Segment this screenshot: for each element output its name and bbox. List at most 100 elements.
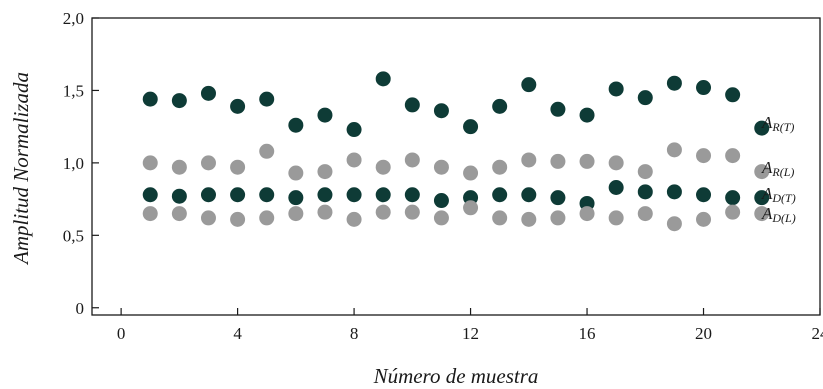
- data-point-ar-l: [171, 159, 187, 175]
- data-point-ad-l: [230, 211, 246, 227]
- data-point-ar-l: [142, 155, 158, 171]
- data-point-ar-l: [375, 159, 391, 175]
- data-point-ad-l: [725, 204, 741, 220]
- data-point-ad-t: [346, 187, 362, 203]
- data-point-ar-l: [288, 165, 304, 181]
- data-point-ar-t: [259, 91, 275, 107]
- data-point-ad-l: [608, 210, 624, 226]
- data-point-ar-l: [230, 159, 246, 175]
- data-point-ar-t: [463, 119, 479, 135]
- data-point-ad-l: [317, 204, 333, 220]
- data-point-ar-l: [725, 148, 741, 164]
- data-point-ar-l: [404, 152, 420, 168]
- data-point-ar-l: [433, 159, 449, 175]
- data-point-ar-t: [608, 81, 624, 97]
- data-point-ar-t: [375, 71, 391, 87]
- data-point-ad-t: [521, 187, 537, 203]
- data-point-ad-t: [230, 187, 246, 203]
- x-axis-title: Número de muestra: [373, 364, 539, 388]
- legend-label-ad-t: AD(T): [761, 184, 796, 205]
- legend: AR(T) AR(L) AD(T)AD(L): [761, 113, 796, 225]
- data-points: [142, 71, 770, 232]
- data-point-ad-l: [142, 206, 158, 222]
- data-point-ad-t: [288, 190, 304, 206]
- data-point-ar-t: [142, 91, 158, 107]
- data-point-ar-l: [754, 164, 770, 180]
- y-axis-ticks: 0 0,5 1,0 1,5 2,0: [63, 9, 99, 318]
- data-point-ar-l: [346, 152, 362, 168]
- data-point-ar-l: [259, 143, 275, 159]
- data-point-ar-t: [346, 122, 362, 138]
- data-point-ad-t: [259, 187, 275, 203]
- x-tick-label: 20: [695, 324, 712, 343]
- data-point-ar-t: [550, 101, 566, 117]
- data-point-ad-l: [259, 210, 275, 226]
- data-point-ar-t: [433, 103, 449, 119]
- data-point-ar-l: [317, 164, 333, 180]
- data-point-ar-t: [171, 93, 187, 109]
- data-point-ar-t: [637, 90, 653, 106]
- data-point-ar-l: [550, 153, 566, 169]
- data-point-ar-t: [404, 97, 420, 113]
- data-point-ar-l: [608, 155, 624, 171]
- data-point-ar-t: [317, 107, 333, 123]
- data-point-ad-t: [666, 184, 682, 200]
- data-point-ar-t: [579, 107, 595, 123]
- x-tick-label: 0: [117, 324, 126, 343]
- data-point-ad-t: [404, 187, 420, 203]
- x-tick-label: 24: [812, 324, 823, 343]
- data-point-ad-t: [754, 190, 770, 206]
- data-point-ar-l: [521, 152, 537, 168]
- data-point-ad-l: [375, 204, 391, 220]
- data-point-ar-l: [492, 159, 508, 175]
- data-point-ad-t: [200, 187, 216, 203]
- y-tick-label: 0,5: [63, 226, 84, 245]
- data-point-ad-l: [492, 210, 508, 226]
- data-point-ad-l: [550, 210, 566, 226]
- data-point-ad-l: [171, 206, 187, 222]
- data-point-ad-l: [200, 210, 216, 226]
- x-tick-label: 16: [579, 324, 596, 343]
- y-tick-label: 0: [76, 299, 85, 318]
- legend-label-ar-l: AR(L): [761, 158, 794, 179]
- y-tick-label: 1,5: [63, 81, 84, 100]
- data-point-ar-t: [492, 98, 508, 114]
- data-point-ad-l: [433, 210, 449, 226]
- data-point-ar-t: [666, 75, 682, 91]
- x-tick-label: 12: [462, 324, 479, 343]
- legend-label-ar-t: AR(T): [761, 113, 794, 134]
- data-point-ar-l: [200, 155, 216, 171]
- data-point-ad-l: [288, 206, 304, 222]
- data-point-ad-l: [404, 204, 420, 220]
- data-point-ad-t: [637, 184, 653, 200]
- data-point-ad-l: [463, 200, 479, 216]
- data-point-ar-t: [696, 80, 712, 96]
- data-point-ad-t: [696, 187, 712, 203]
- data-point-ad-t: [433, 193, 449, 209]
- x-axis-ticks: 0 4 8 12 16 20 24: [117, 308, 823, 343]
- data-point-ad-l: [666, 216, 682, 232]
- data-point-ar-t: [725, 87, 741, 103]
- data-point-ar-l: [579, 153, 595, 169]
- data-point-ar-l: [696, 148, 712, 164]
- data-point-ar-l: [463, 165, 479, 181]
- data-point-ad-t: [142, 187, 158, 203]
- data-point-ad-t: [492, 187, 508, 203]
- data-point-ad-t: [608, 180, 624, 196]
- y-tick-label: 1,0: [63, 154, 84, 173]
- y-axis-title: Amplitud Normalizada: [9, 72, 33, 266]
- plot-frame: [91, 17, 821, 316]
- data-point-ad-l: [754, 206, 770, 222]
- data-point-ad-l: [637, 206, 653, 222]
- data-point-ad-t: [550, 190, 566, 206]
- data-point-ad-l: [696, 211, 712, 227]
- data-point-ad-l: [521, 211, 537, 227]
- legend-label-ad-l: AD(L): [761, 204, 796, 225]
- data-point-ad-l: [346, 211, 362, 227]
- data-point-ad-t: [171, 188, 187, 204]
- data-point-ar-l: [637, 164, 653, 180]
- data-point-ar-t: [754, 120, 770, 136]
- data-point-ad-t: [725, 190, 741, 206]
- data-point-ar-t: [200, 85, 216, 101]
